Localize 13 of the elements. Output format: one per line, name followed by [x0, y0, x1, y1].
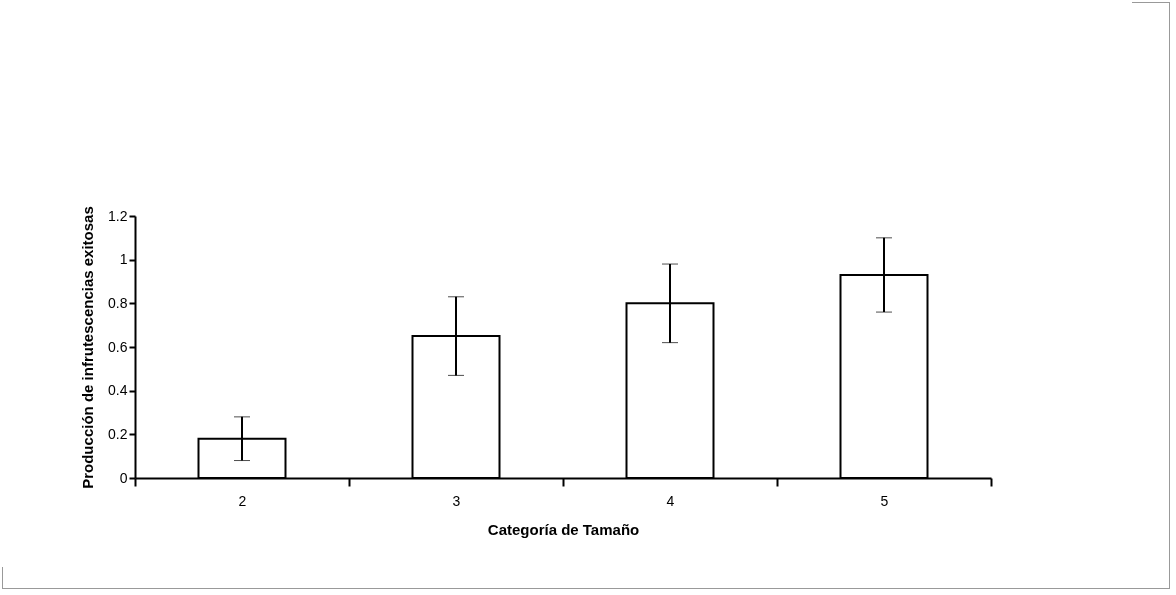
x-tick-label: 4 [666, 492, 675, 509]
y-tick-label: 0 [119, 469, 128, 486]
x-tick-label: 3 [452, 492, 461, 509]
x-tick-label: 2 [238, 492, 247, 509]
y-tick-label: 0.4 [108, 382, 128, 399]
y-tick-label: 1 [119, 251, 128, 268]
y-tick-label: 0.6 [108, 338, 128, 355]
x-tick-label: 5 [880, 492, 889, 509]
x-axis-title: Categoría de Tamaño [487, 520, 640, 538]
y-tick-label: 0.8 [108, 294, 128, 311]
y-axis-title: Producción de infrutescencias exitosas [79, 206, 97, 489]
y-tick-label: 0.2 [108, 425, 128, 442]
y-tick-label: 1.2 [108, 207, 128, 224]
